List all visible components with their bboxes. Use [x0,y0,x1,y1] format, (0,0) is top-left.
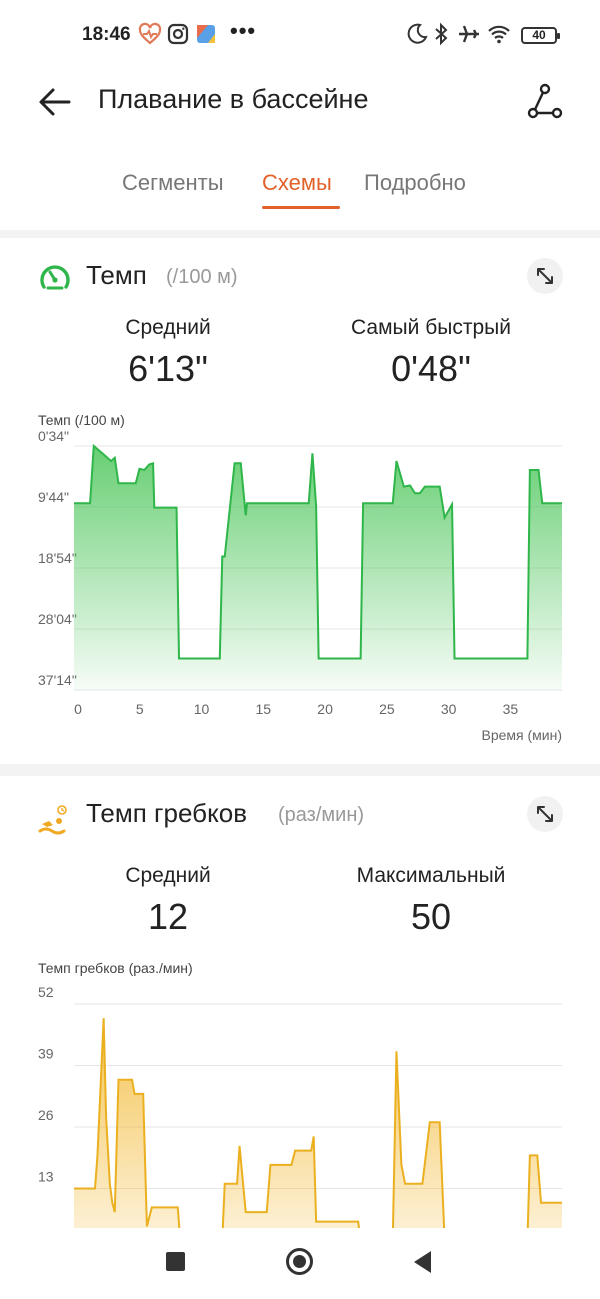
pace-ytick-label: 18'54" [38,550,77,566]
pace-chart: 0'34" 9'44" 18'54" 28'04" 37'14" 0 5 10 15 20 25 30… [38,428,562,743]
stroke-line [74,1018,562,1228]
bluetooth-icon [435,22,448,46]
pace-xtick-label: 20 [317,701,333,717]
status-time: 18:46 [82,24,131,45]
stroke-max-value: 50 [410,896,452,937]
stroke-ytick-label: 52 [38,984,54,1000]
pace-xtick-label: 35 [503,701,519,717]
pace-ytick-label: 28'04" [38,611,77,627]
tab-details[interactable]: Подробно [364,170,466,195]
pace-xtick-label: 25 [379,701,395,717]
heart-rate-icon [138,22,162,45]
pace-unit: (/100 м) [166,266,238,288]
pace-best-label: Самый быстрый [351,316,511,339]
instagram-icon [167,23,189,45]
pace-card: Темп (/100 м) Средний 6'13" Самый быстры… [0,238,600,764]
moon-icon [407,23,428,44]
tab-segments[interactable]: Сегменты [122,170,224,195]
stroke-rate-title: Темп гребков [86,798,248,828]
swimmer-icon [38,805,67,835]
stroke-avg-value: 12 [147,896,189,937]
pace-line [74,443,562,660]
wifi-icon [488,25,510,44]
back-button[interactable] [36,82,76,122]
pace-xtick-label: 0 [74,701,82,717]
status-bar: 18:46 ••• 40 [0,0,600,70]
home-button[interactable] [286,1248,313,1275]
stroke-rate-unit: (раз/мин) [278,804,365,826]
speedometer-icon [40,265,70,290]
recent-apps-button[interactable] [166,1252,185,1271]
stroke-area [74,1018,562,1228]
pace-expand-button[interactable] [527,258,563,294]
pace-xtick-label: 5 [136,701,144,717]
pace-area [74,446,562,690]
pace-best-value: 0'48" [391,348,471,389]
airplane-icon [459,25,479,43]
pace-xtick-label: 30 [441,701,457,717]
pace-ytick-label: 9'44" [38,489,69,505]
stroke-ytick-label: 39 [38,1046,54,1062]
stroke-avg-label: Средний [125,864,211,887]
pace-chart-ylabel: Темп (/100 м) [38,412,125,428]
pace-ytick-label: 0'34" [38,428,69,444]
stroke-max-label: Максимальный [356,864,506,887]
pace-ytick-label: 37'14" [38,672,77,688]
pace-xtick-label: 10 [194,701,210,717]
battery-icon: 40 [521,27,560,44]
pace-xaxis-label: Время (мин) [481,727,562,743]
pace-title: Темп [86,260,147,290]
pace-xtick-label: 15 [256,701,272,717]
tab-bar: Сегменты Схемы Подробно [0,170,600,210]
header: Плавание в бассейне Сегменты Схемы Подро… [0,70,600,230]
system-back-button[interactable] [414,1251,431,1273]
stroke-rate-chart: 52 39 26 13 [38,984,562,1228]
app-icon [197,25,215,43]
stroke-ytick-label: 13 [38,1169,54,1185]
stroke-ytick-label: 26 [38,1107,54,1123]
stroke-chart-ylabel: Темп гребков (раз./мин) [38,960,193,976]
page-title: Плавание в бассейне [98,84,369,114]
pace-avg-label: Средний [125,316,211,339]
route-button[interactable] [524,80,566,122]
more-dots-icon: ••• [230,18,257,43]
navigation-bar [0,1228,600,1299]
stroke-rate-card: Темп гребков (раз/мин) Средний 12 Максим… [0,776,600,1228]
active-tab-indicator [262,206,340,209]
tab-charts[interactable]: Схемы [262,170,332,195]
stroke-expand-button[interactable] [527,796,563,832]
pace-avg-value: 6'13" [128,348,208,389]
